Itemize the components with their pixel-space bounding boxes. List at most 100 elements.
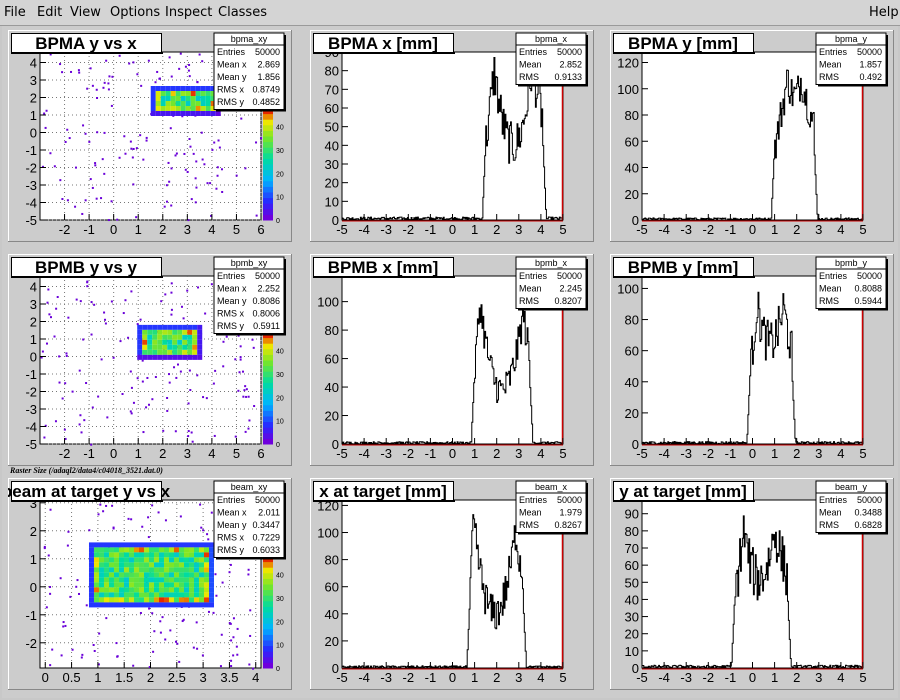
noise-point	[176, 642, 179, 645]
x-tick-label: -4	[358, 670, 370, 685]
noise-point	[84, 132, 87, 135]
y-tick-label: 80	[625, 313, 639, 328]
heat-cell	[187, 339, 193, 345]
heat-cell	[167, 329, 173, 335]
x-tick-label: -3	[680, 670, 692, 685]
heat-cell	[198, 572, 204, 578]
y-tick-label: 2	[30, 91, 37, 106]
heat-cell	[168, 597, 174, 603]
heat-cell	[173, 602, 179, 608]
stats-label: RMS	[819, 520, 839, 530]
noise-point	[64, 140, 67, 143]
heat-cell	[88, 587, 94, 593]
palette-cell	[263, 399, 273, 406]
menu-classes[interactable]: Classes	[218, 5, 267, 20]
heat-cell	[185, 101, 191, 106]
heat-cell	[150, 96, 156, 101]
heat-cell	[178, 562, 184, 568]
heat-cell	[108, 572, 114, 578]
heat-cell	[178, 582, 184, 588]
y-tick-label: 100	[317, 295, 339, 310]
stats-label: Entries	[819, 47, 848, 57]
stats-name: beam_xy	[231, 482, 268, 492]
y-tick-label: 60	[325, 101, 339, 116]
heat-cell	[168, 602, 174, 608]
heat-cell	[200, 106, 206, 111]
noise-point	[123, 135, 126, 138]
heat-cell	[93, 602, 99, 608]
menu-help[interactable]: Help	[869, 5, 899, 20]
heat-cell	[133, 587, 139, 593]
x-tick-label: 4	[837, 670, 844, 685]
heat-cell	[133, 572, 139, 578]
noise-point	[194, 177, 197, 180]
palette-cell	[263, 561, 273, 568]
noise-point	[44, 424, 47, 427]
heat-cell	[143, 557, 149, 563]
noise-point	[111, 504, 114, 507]
menu-inspect[interactable]: Inspect	[165, 5, 213, 20]
heat-cell	[98, 552, 104, 558]
noise-point	[200, 526, 203, 529]
stats-value: 0.5944	[854, 296, 882, 306]
noise-point	[158, 77, 161, 80]
noise-point	[47, 288, 50, 291]
heat-cell	[148, 562, 154, 568]
heat-cell	[138, 542, 144, 548]
menu-edit[interactable]: Edit	[37, 5, 63, 20]
noise-point	[201, 60, 204, 63]
heat-cell	[203, 567, 209, 573]
heat-cell	[182, 344, 188, 350]
heat-cell	[168, 567, 174, 573]
heat-cell	[167, 349, 173, 355]
noise-point	[90, 443, 93, 446]
noise-point	[244, 385, 247, 388]
noise-point	[135, 216, 138, 219]
heat-cell	[93, 582, 99, 588]
heat-cell	[183, 587, 189, 593]
stats-name: bpma_xy	[231, 34, 268, 44]
heat-cell	[208, 567, 214, 573]
noise-point	[184, 65, 187, 68]
noise-point	[107, 82, 110, 85]
palette-cell	[263, 365, 273, 372]
noise-point	[164, 638, 167, 641]
heat-cell	[113, 552, 119, 558]
noise-point	[248, 419, 251, 422]
heat-cell	[157, 344, 163, 350]
x-tick-label: 3	[815, 222, 822, 237]
palette-tick-label: 20	[276, 395, 284, 402]
heat-cell	[152, 334, 158, 340]
noise-point	[78, 592, 81, 595]
heat-cell	[148, 597, 154, 603]
chart-title: BPMA y vs x	[35, 34, 137, 53]
stats-label: RMS	[519, 296, 539, 306]
noise-point	[86, 280, 89, 283]
heat-cell	[173, 567, 179, 573]
noise-point	[61, 397, 64, 400]
heat-cell	[138, 572, 144, 578]
stats-label: Entries	[217, 495, 246, 505]
menu-view[interactable]: View	[70, 5, 101, 20]
heat-cell	[128, 597, 134, 603]
y-tick-label: 20	[325, 409, 339, 424]
noise-point	[196, 374, 199, 377]
x-tick-label: 4	[252, 670, 259, 685]
menu-file[interactable]: File	[4, 5, 26, 20]
noise-point	[145, 136, 148, 139]
heat-cell	[175, 111, 181, 116]
noise-point	[157, 511, 160, 514]
noise-point	[249, 609, 252, 612]
heat-cell	[108, 602, 114, 608]
noise-point	[169, 127, 172, 130]
stats-label: Mean x	[217, 508, 247, 518]
heat-cell	[203, 572, 209, 578]
heat-cell	[133, 577, 139, 583]
x-tick-label: -1	[725, 222, 737, 237]
y-tick-label: 90	[625, 507, 639, 522]
menu-options[interactable]: Options	[110, 5, 161, 20]
stats-label: Mean	[819, 508, 842, 518]
noise-point	[188, 369, 191, 372]
noise-point	[168, 180, 171, 183]
